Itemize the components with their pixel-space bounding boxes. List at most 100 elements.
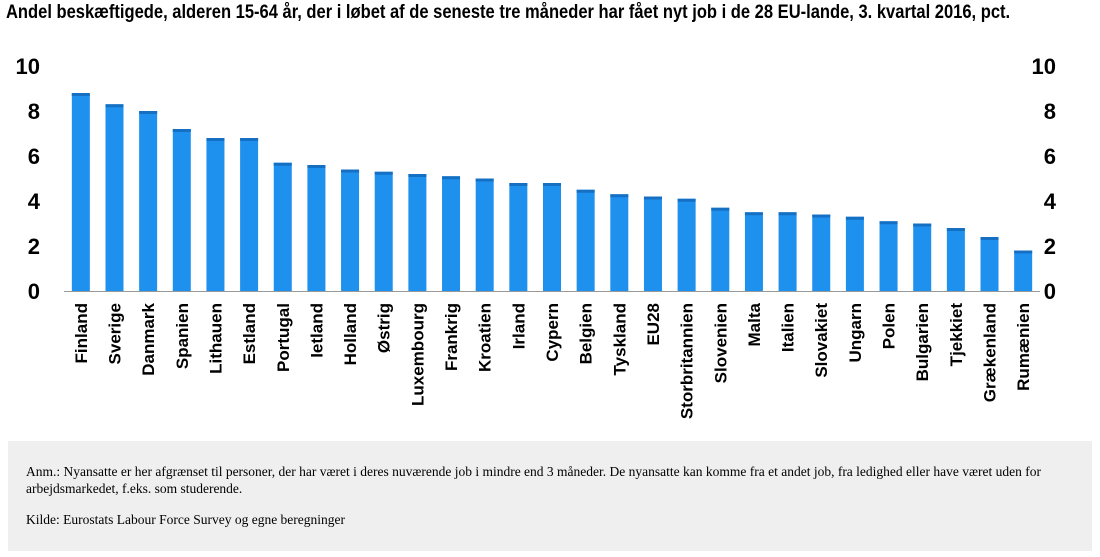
bar-top-edge — [475, 178, 494, 182]
bar — [677, 198, 696, 291]
bar — [509, 183, 528, 291]
y-tick-label-left: 4 — [28, 189, 41, 214]
category-label: Grækenland — [981, 303, 1000, 402]
y-tick-label-right: 2 — [1044, 234, 1056, 259]
bar — [845, 216, 864, 291]
bar — [374, 171, 393, 291]
bar — [711, 207, 730, 291]
y-tick-label-right: 6 — [1044, 144, 1056, 169]
category-label: Estland — [240, 303, 259, 364]
notes-box: Anm.: Nyansatte er her afgrænset til per… — [8, 441, 1092, 551]
category-label: Lithauen — [206, 303, 225, 374]
bars — [71, 93, 1033, 291]
category-label: Frankrig — [442, 303, 461, 371]
bar-top-edge — [543, 183, 561, 186]
category-label: Luxembourg — [408, 303, 427, 406]
bar — [778, 212, 797, 291]
y-tick-label-right: 0 — [1044, 279, 1056, 304]
y-tick-label-right: 10 — [1032, 54, 1056, 79]
bar — [408, 174, 427, 291]
category-label: Slovakiet — [812, 303, 831, 378]
y-tick-label-right: 8 — [1044, 99, 1056, 124]
bar-top-edge — [273, 162, 292, 166]
bar — [980, 237, 999, 291]
bar-top-edge — [812, 214, 831, 218]
category-label: Rumænien — [1014, 303, 1033, 391]
y-axis-right: 0 2 4 6 8 10 — [1032, 54, 1057, 304]
bar — [879, 221, 898, 291]
y-tick-label-left: 0 — [28, 279, 40, 304]
bar — [576, 189, 595, 291]
category-label: Slovenien — [711, 303, 730, 383]
bar — [442, 176, 461, 291]
bar — [206, 138, 225, 291]
bar-top-edge — [105, 104, 124, 108]
bar-top-edge — [946, 228, 965, 231]
y-tick-label-left: 10 — [16, 54, 40, 79]
bar — [543, 183, 561, 291]
y-tick-label-left: 2 — [28, 234, 40, 259]
bar — [273, 162, 292, 291]
bar-top-edge — [374, 171, 393, 175]
bar-top-edge — [240, 138, 259, 141]
bar-top-edge — [71, 93, 90, 96]
category-label: Italien — [779, 303, 798, 352]
y-tick-label-left: 8 — [28, 99, 40, 124]
bar — [105, 104, 124, 291]
bar-top-edge — [845, 216, 864, 220]
category-label: Tjekkiet — [947, 303, 966, 367]
note-text: Anm.: Nyansatte er her afgrænset til per… — [26, 464, 1041, 496]
category-label: Finland — [72, 303, 91, 363]
bar-top-edge — [610, 194, 629, 198]
source-text: Kilde: Eurostats Labour Force Survey og … — [26, 512, 346, 527]
category-label: EU28 — [644, 303, 663, 346]
bar-top-edge — [677, 198, 696, 202]
bar-top-edge — [980, 237, 999, 240]
y-axis-left: 0 2 4 6 8 10 — [16, 54, 41, 304]
bar — [812, 214, 831, 291]
y-tick-label-left: 6 — [28, 144, 40, 169]
bar — [946, 228, 965, 291]
category-label: Polen — [880, 303, 899, 349]
category-label: Danmark — [139, 302, 158, 375]
bar — [643, 196, 662, 291]
bar — [913, 223, 932, 291]
category-label: Cypern — [543, 303, 562, 362]
category-label: Belgien — [577, 303, 596, 364]
bar-chart: 0 2 4 6 8 10 0 2 4 6 8 10 Finland Sverige Danmark Spa… — [16, 54, 1057, 419]
bar — [71, 93, 90, 291]
bar-top-edge — [711, 207, 730, 211]
bar — [610, 194, 629, 291]
bar-top-edge — [778, 212, 797, 216]
bar-top-edge — [307, 165, 326, 168]
bar — [240, 138, 259, 291]
category-label: Østrig — [375, 303, 394, 353]
bar-top-edge — [442, 176, 461, 180]
bar-top-edge — [744, 212, 763, 216]
bar-top-edge — [172, 129, 191, 132]
category-label: Storbritannien — [678, 303, 697, 419]
bar — [1014, 250, 1033, 291]
bar — [744, 212, 763, 291]
bar-top-edge — [643, 196, 662, 200]
bar-top-edge — [139, 111, 158, 114]
category-labels: Finland Sverige Danmark Spanien Lithauen Estl… — [72, 302, 1033, 419]
bar-top-edge — [341, 169, 360, 173]
bar — [139, 111, 158, 291]
bar — [475, 178, 494, 291]
category-label: Irland — [509, 303, 528, 349]
bar-top-edge — [1014, 250, 1033, 254]
category-label: Portugal — [274, 303, 293, 372]
bar — [172, 129, 191, 291]
y-tick-label-right: 4 — [1044, 189, 1057, 214]
category-label: Ietland — [307, 303, 326, 358]
bar-top-edge — [509, 183, 528, 186]
bar — [307, 165, 326, 291]
category-label: Tyskland — [610, 303, 629, 375]
chart-title: Andel beskæftigede, alderen 15-64 år, de… — [6, 2, 1011, 23]
category-label: Sverige — [105, 303, 124, 364]
bar-top-edge — [576, 189, 595, 193]
category-label: Holland — [341, 303, 360, 365]
bar-top-edge — [206, 138, 225, 141]
bar-top-edge — [408, 174, 427, 177]
